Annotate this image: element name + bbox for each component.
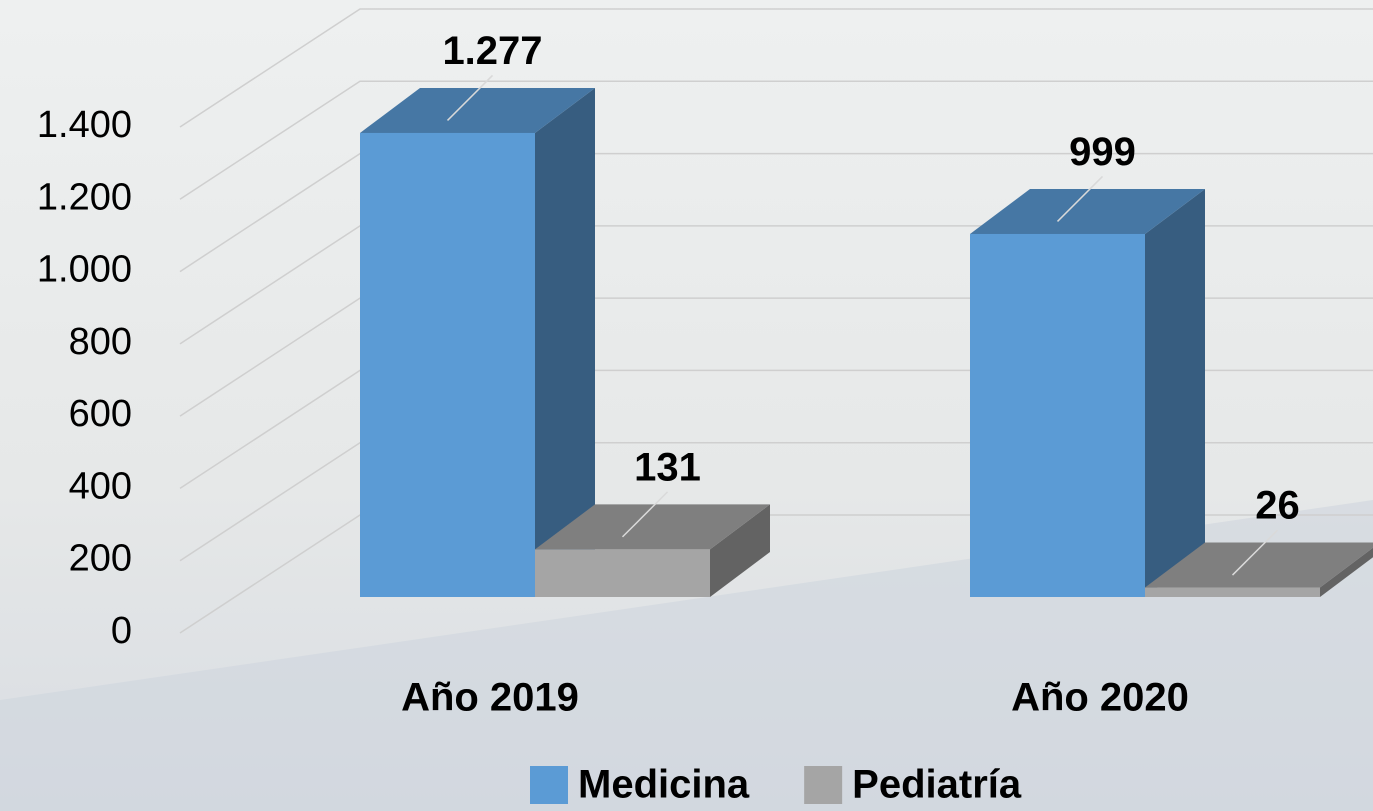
legend-swatch — [530, 766, 568, 804]
y-tick-label: 1.000 — [37, 249, 132, 291]
y-tick-label: 1.200 — [37, 176, 132, 218]
y-tick-label: 200 — [69, 538, 132, 580]
x-tick-label: Año 2019 — [401, 676, 579, 720]
data-label: 26 — [1255, 484, 1300, 528]
legend-label: Medicina — [578, 763, 750, 807]
bar — [360, 133, 535, 597]
bar-side — [1145, 189, 1205, 597]
chart: 0 200 400 600 800 1.000 1.200 1.400 Año 2019 1.27… — [0, 0, 1373, 811]
data-label: 1.277 — [442, 29, 542, 73]
bar — [1145, 588, 1320, 597]
bar — [970, 234, 1145, 597]
bar — [535, 549, 710, 597]
y-tick-label: 400 — [69, 465, 132, 507]
data-label: 999 — [1069, 130, 1136, 174]
legend-label: Pediatría — [852, 763, 1022, 807]
y-tick-label: 1.400 — [37, 104, 132, 146]
y-tick-label: 800 — [69, 321, 132, 363]
y-tick-label: 600 — [69, 393, 132, 435]
legend-swatch — [804, 766, 842, 804]
y-tick-label: 0 — [111, 610, 132, 652]
data-label: 131 — [634, 445, 701, 489]
x-tick-label: Año 2020 — [1011, 676, 1189, 720]
